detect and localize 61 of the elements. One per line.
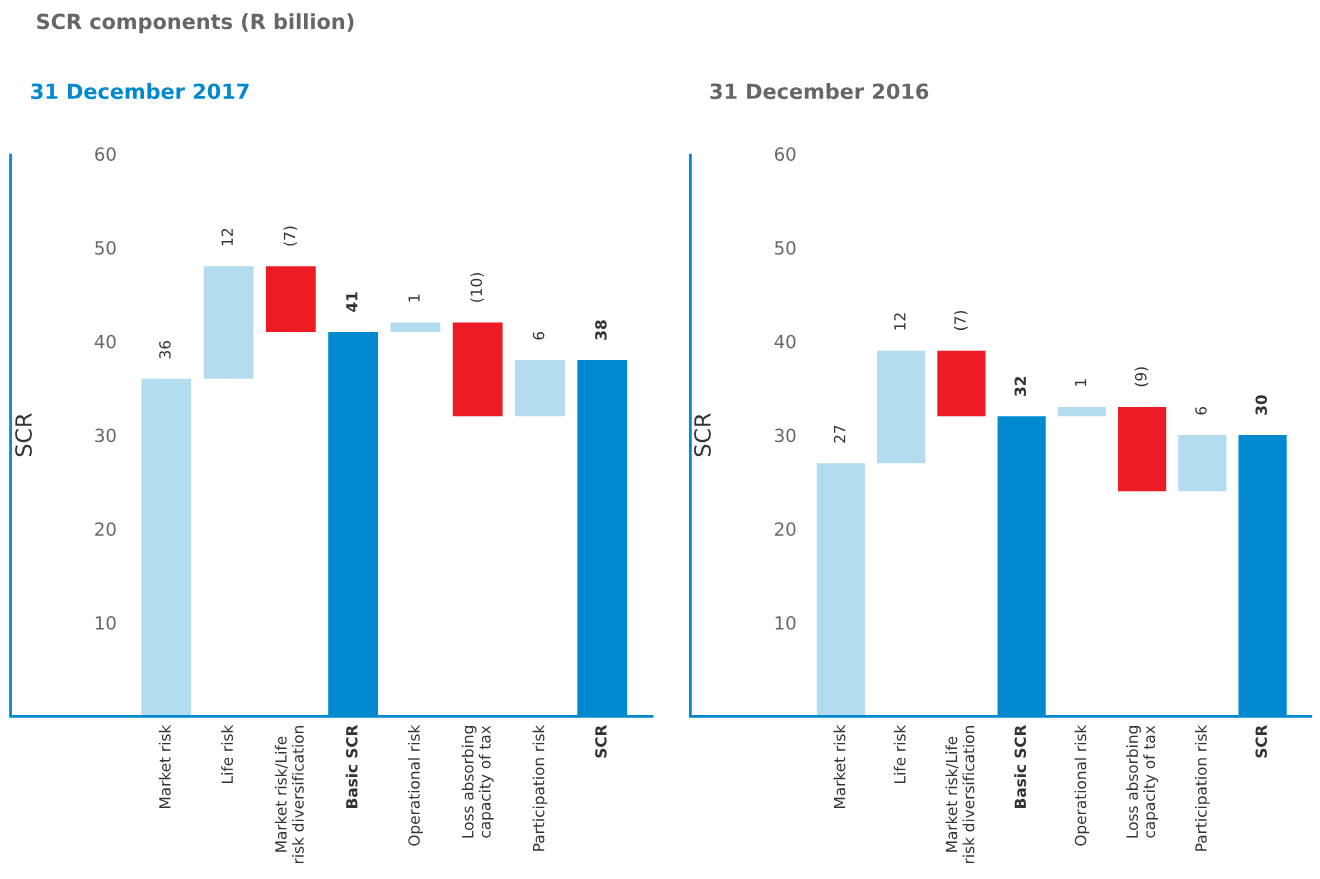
- bar: [1178, 435, 1227, 492]
- x-tick-label: Participation risk: [1194, 724, 1210, 851]
- y-axis-title: SCR: [15, 413, 32, 457]
- bar: [390, 322, 441, 332]
- y-tick-label: 20: [95, 522, 116, 536]
- y-tick-label: 60: [95, 147, 116, 161]
- data-label: 27: [833, 425, 846, 443]
- x-tick-label: Operational risk: [1074, 724, 1090, 846]
- x-tick-label: Loss absorbing capacity of tax: [1126, 725, 1159, 838]
- x-tick-label: Life risk: [893, 724, 906, 783]
- data-label: (7): [283, 226, 298, 246]
- data-label: 38: [595, 320, 607, 340]
- data-label: 1: [1074, 379, 1087, 386]
- chart-subtitle: 31 December 2016: [710, 83, 929, 100]
- y-tick-label: 40: [94, 334, 116, 349]
- x-tick-label: Market risk: [158, 724, 171, 808]
- y-tick-label: 50: [95, 241, 116, 255]
- y-tick-label: 50: [775, 241, 796, 255]
- y-tick-label: 60: [774, 147, 796, 161]
- x-tick-label: SCR: [1255, 725, 1268, 758]
- bar: [1118, 406, 1167, 492]
- chart-subtitle: 31 December 2017: [31, 83, 249, 100]
- data-label: (7): [954, 310, 968, 330]
- bar: [203, 266, 254, 379]
- bar: [937, 350, 986, 417]
- data-label: 6: [1195, 406, 1207, 415]
- y-tick-label: 10: [775, 616, 796, 630]
- bar: [141, 378, 192, 717]
- data-label: 12: [221, 228, 233, 246]
- x-tick-label: SCR: [595, 725, 607, 758]
- x-tick-label: Market risk/Life risk diversification: [945, 726, 975, 864]
- bar: [265, 266, 316, 332]
- x-tick-label: Basic SCR: [1014, 725, 1027, 808]
- x-tick-label: Market risk: [833, 724, 846, 808]
- x-tick-label: Life risk: [221, 724, 233, 783]
- data-label: 30: [1255, 395, 1268, 415]
- x-tick-label: Loss absorbing capacity of tax: [461, 725, 494, 838]
- y-tick-label: 10: [95, 616, 116, 630]
- y-tick-label: 30: [95, 428, 116, 443]
- bar: [515, 360, 565, 417]
- bar: [816, 463, 866, 717]
- chart-title: SCR components (R billion): [37, 13, 354, 34]
- x-tick-label: Participation risk: [532, 724, 548, 851]
- bar: [1057, 406, 1106, 417]
- x-tick-label: Market risk/Life risk diversification: [274, 726, 304, 864]
- data-label: 41: [346, 292, 358, 312]
- data-label: 12: [894, 313, 906, 330]
- data-label: (9): [1134, 367, 1149, 387]
- bar: [877, 350, 926, 464]
- y-tick-label: 20: [775, 522, 796, 536]
- y-tick-label: 30: [775, 428, 796, 443]
- x-tick-label: Operational risk: [408, 724, 423, 846]
- data-label: 36: [159, 340, 171, 359]
- data-label: 1: [408, 294, 420, 302]
- data-label: 6: [532, 331, 545, 340]
- y-tick-label: 40: [774, 334, 796, 349]
- x-tick-label: Basic SCR: [345, 725, 358, 808]
- bar: [452, 322, 503, 417]
- data-label: 32: [1014, 376, 1027, 396]
- data-label: (10): [470, 273, 484, 302]
- y-axis-title: SCR: [694, 413, 711, 457]
